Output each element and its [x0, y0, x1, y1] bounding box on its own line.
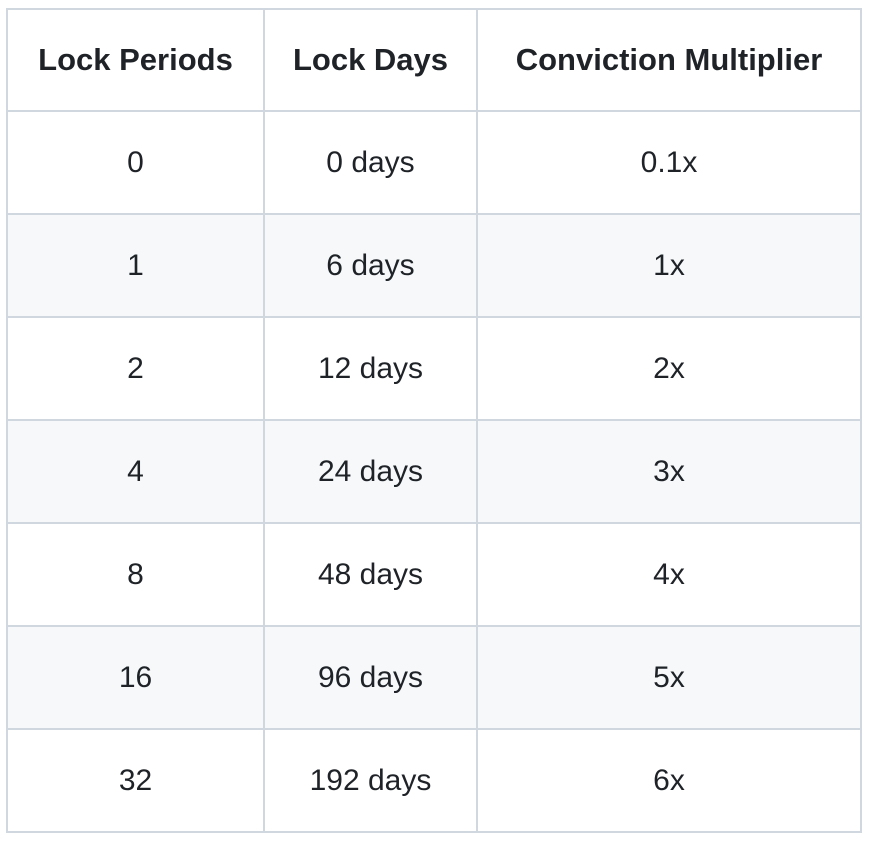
- table-row: 8 48 days 4x: [6, 522, 862, 627]
- table-row: 2 12 days 2x: [6, 316, 862, 421]
- table-header: Lock Periods Lock Days Conviction Multip…: [6, 8, 862, 112]
- cell-lock-days: 48 days: [263, 522, 478, 627]
- cell-lock-periods: 0: [6, 110, 265, 215]
- header-lock-days: Lock Days: [263, 8, 478, 112]
- cell-lock-periods: 16: [6, 625, 265, 730]
- cell-conviction-multiplier: 5x: [476, 625, 862, 730]
- table-row: 16 96 days 5x: [6, 625, 862, 730]
- conviction-table: Lock Periods Lock Days Conviction Multip…: [6, 8, 862, 833]
- header-row: Lock Periods Lock Days Conviction Multip…: [6, 8, 862, 112]
- table-row: 4 24 days 3x: [6, 419, 862, 524]
- table-row: 1 6 days 1x: [6, 213, 862, 318]
- cell-conviction-multiplier: 6x: [476, 728, 862, 833]
- cell-lock-days: 0 days: [263, 110, 478, 215]
- header-conviction-multiplier: Conviction Multiplier: [476, 8, 862, 112]
- header-lock-periods: Lock Periods: [6, 8, 265, 112]
- cell-conviction-multiplier: 2x: [476, 316, 862, 421]
- cell-lock-periods: 2: [6, 316, 265, 421]
- cell-conviction-multiplier: 1x: [476, 213, 862, 318]
- cell-lock-periods: 8: [6, 522, 265, 627]
- cell-lock-days: 24 days: [263, 419, 478, 524]
- table-row: 32 192 days 6x: [6, 728, 862, 833]
- cell-conviction-multiplier: 4x: [476, 522, 862, 627]
- table-row: 0 0 days 0.1x: [6, 110, 862, 215]
- cell-lock-periods: 1: [6, 213, 265, 318]
- table-body: 0 0 days 0.1x 1 6 days 1x 2 12 days 2x 4…: [6, 110, 862, 833]
- cell-conviction-multiplier: 3x: [476, 419, 862, 524]
- cell-lock-periods: 4: [6, 419, 265, 524]
- cell-lock-periods: 32: [6, 728, 265, 833]
- cell-lock-days: 192 days: [263, 728, 478, 833]
- cell-lock-days: 12 days: [263, 316, 478, 421]
- cell-lock-days: 6 days: [263, 213, 478, 318]
- cell-conviction-multiplier: 0.1x: [476, 110, 862, 215]
- cell-lock-days: 96 days: [263, 625, 478, 730]
